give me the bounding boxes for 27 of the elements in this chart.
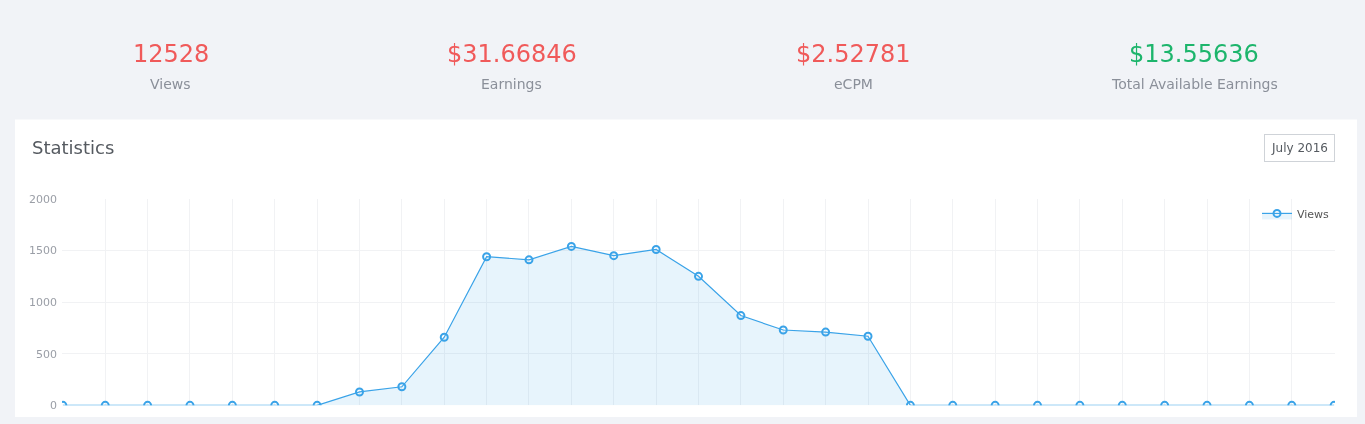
point: [566, 241, 576, 251]
legend-label: Views: [1297, 207, 1330, 221]
text: $2.52781: [796, 40, 911, 68]
point: [821, 327, 831, 337]
point: [736, 311, 746, 321]
text: Views: [150, 76, 191, 92]
chart-title: Statistics: [32, 137, 115, 158]
text: eCPM: [834, 76, 873, 92]
point: [651, 244, 661, 254]
y-tick-label: 2000: [29, 192, 57, 206]
text: $13.55636: [1129, 40, 1259, 68]
text: Earnings: [481, 76, 542, 92]
text: $31.66846: [447, 40, 577, 68]
y-tick-label: 1500: [29, 244, 57, 258]
y-tick-label: 500: [36, 347, 57, 361]
text: 12528: [133, 40, 210, 68]
point: [694, 271, 703, 281]
y-tick-label: 1000: [29, 295, 57, 309]
point: [439, 332, 449, 342]
point: [482, 252, 492, 262]
point: [863, 331, 873, 341]
point: [609, 251, 619, 261]
point: [524, 255, 534, 265]
y-tick-label: 0: [50, 399, 57, 413]
text: July 2016: [1271, 141, 1328, 155]
point: [778, 325, 788, 335]
text: Total Available Earnings: [1111, 76, 1278, 92]
